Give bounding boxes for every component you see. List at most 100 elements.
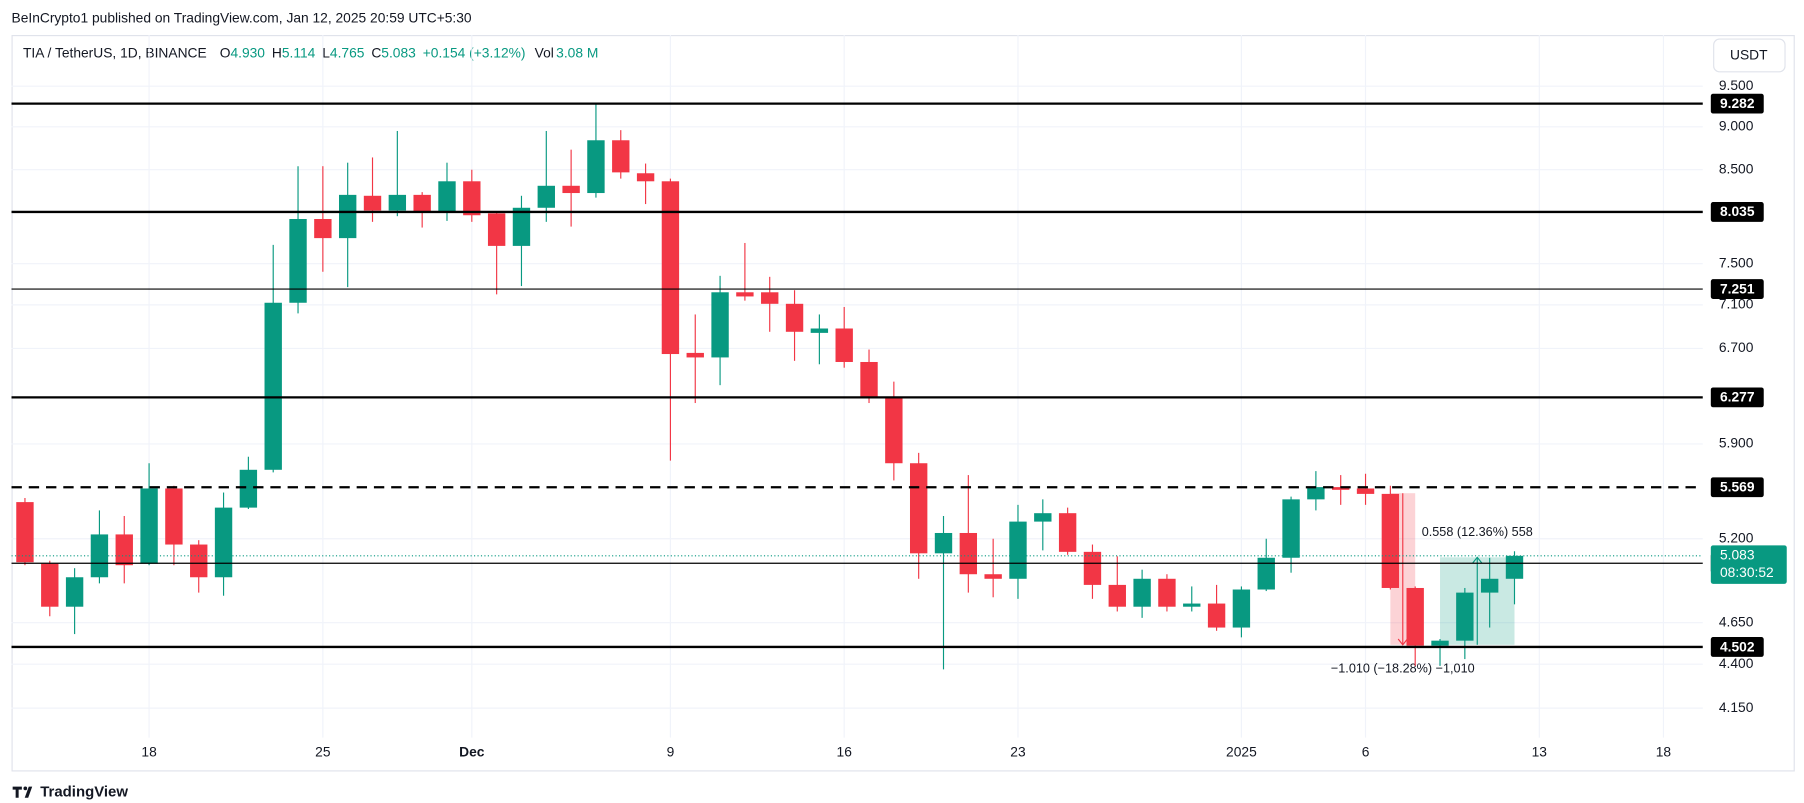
ohlc-value: 5.083 [381,44,416,60]
y-tick-label: 4.400 [1719,655,1754,671]
candle-body [1505,555,1524,579]
candle-body [785,303,804,332]
candle-body [1282,499,1300,558]
y-tick-label: 7.100 [1719,295,1754,311]
level-label: 7.251 [1720,280,1755,296]
candle-body [41,563,59,607]
candle-body [612,140,630,173]
candle-body [1207,603,1226,628]
candle-body [214,507,233,578]
candle-body [65,577,84,607]
measure-label: −1.010 (−18.28%) −1,010 [1331,661,1475,676]
symbol: TIA / TetherUS, 1D, BINANCE [23,44,207,60]
candle-body [190,544,208,578]
volume-key: Vol [535,44,554,60]
candle-body [264,302,282,470]
candle-body [1431,640,1449,646]
candle-body [363,195,382,211]
candle-body [761,292,779,304]
candle-body [438,181,456,213]
frame [11,35,1795,772]
candle-body [1232,589,1251,628]
candle-body [388,194,407,211]
measure-arrowhead [1472,556,1483,564]
ohlc-key: C [371,44,381,60]
candle-body [1381,493,1400,588]
candle-body [909,463,928,554]
x-tick-label: 16 [837,743,853,759]
y-tick-label: 5.900 [1719,435,1754,451]
level-label-box [1710,387,1764,408]
ohlc-value: 4.765 [330,44,365,60]
last-price-label: 5.083 [1720,546,1755,562]
candle-body [1307,487,1325,500]
ohlc-value: 4.930 [230,44,265,60]
candle-body [1083,551,1102,585]
brand-logo [12,786,33,798]
candle-body [1108,584,1126,607]
candle-body [984,574,1002,579]
candle-body [463,181,481,216]
level-label: 9.282 [1720,95,1755,111]
x-tick-label: 6 [1362,743,1370,759]
candle-body [314,219,332,239]
ohlc-key: L [322,44,330,60]
candle-body [140,488,158,564]
candle-body [711,292,729,358]
candle-body [1480,578,1499,593]
y-tick-label: 9.500 [1719,77,1754,93]
change: +0.154 (+3.12%) [423,44,526,60]
y-tick-label: 6.700 [1719,339,1754,355]
candle-body [487,213,506,246]
x-tick-label: 9 [667,743,675,759]
logo-part [23,786,28,791]
candle-body [736,292,754,297]
ohlc-key: O [220,44,231,60]
candle-body [934,532,953,554]
volume-value: 3.08 M [556,44,598,60]
candle-body [1058,513,1077,552]
candle-body [636,173,655,182]
ohlc-value: 5.114 [282,44,316,60]
candle-body [1158,578,1176,607]
candle-body [16,502,34,563]
currency-label[interactable]: USDT [1730,47,1768,63]
candle-body [1456,592,1474,641]
level-label: 4.502 [1720,638,1755,654]
x-tick-label: 18 [1656,743,1672,759]
candle-body [661,181,680,355]
level-label-box [1710,202,1764,222]
candle-body [239,469,258,508]
level-label-box [1710,93,1764,114]
currency-button[interactable] [1713,38,1786,73]
x-tick-label: 25 [315,743,331,759]
y-tick-label: 9.000 [1719,117,1754,133]
candle-body [959,532,978,575]
candle-body [1356,488,1375,494]
x-tick-label: 2025 [1226,743,1257,759]
candle-body [90,534,109,578]
branding: TradingView [40,783,128,800]
candle-body [1257,557,1275,590]
y-tick-label: 5.200 [1719,529,1754,545]
candle-body [1183,603,1201,607]
candle-body [686,352,704,358]
last-price-box [1710,545,1787,584]
candle-body [413,194,431,213]
candle-body [835,328,853,362]
candle-body [1406,587,1424,646]
candle-body [338,194,357,239]
level-label: 5.569 [1720,478,1755,494]
candle-body [1133,578,1151,607]
candle-body [885,397,903,464]
candle-body [860,361,878,398]
candle-body [562,185,580,194]
x-tick-label: 13 [1532,743,1548,759]
candle-body [1009,521,1027,579]
x-tick-label: 23 [1010,743,1026,759]
candle-body [587,140,605,194]
countdown-label: 08:30:52 [1720,564,1774,580]
y-tick-label: 4.650 [1719,613,1754,629]
candle-body [1034,513,1052,522]
